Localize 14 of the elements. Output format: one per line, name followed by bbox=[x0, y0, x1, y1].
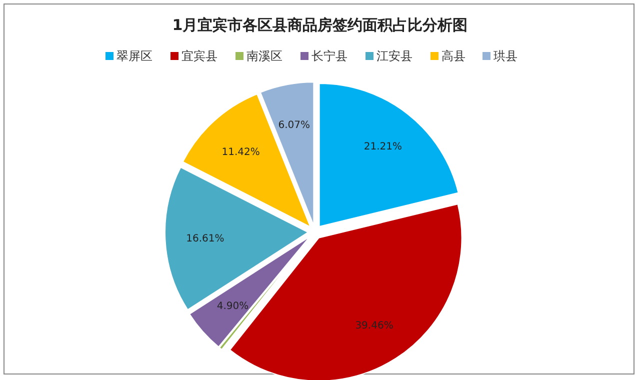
data-label: 11.42% bbox=[222, 146, 260, 158]
legend-label: 宜宾县 bbox=[182, 49, 218, 63]
data-label: 16.61% bbox=[186, 233, 224, 244]
legend-label: 翠屏区 bbox=[116, 49, 152, 63]
data-label: 21.21% bbox=[364, 142, 402, 153]
legend-label: 珙县 bbox=[494, 49, 518, 63]
legend-label: 高县 bbox=[442, 49, 466, 63]
chart-title: 1月宜宾市各区县商品房签约面积占比分析图 bbox=[172, 16, 468, 34]
data-label: 6.07% bbox=[278, 120, 310, 132]
data-label: 4.90% bbox=[216, 300, 249, 312]
legend-label: 江安县 bbox=[376, 49, 412, 63]
legend-label: 南溪区 bbox=[246, 49, 282, 63]
legend-label: 长宁县 bbox=[312, 49, 348, 63]
data-label: 39.46% bbox=[355, 320, 394, 332]
